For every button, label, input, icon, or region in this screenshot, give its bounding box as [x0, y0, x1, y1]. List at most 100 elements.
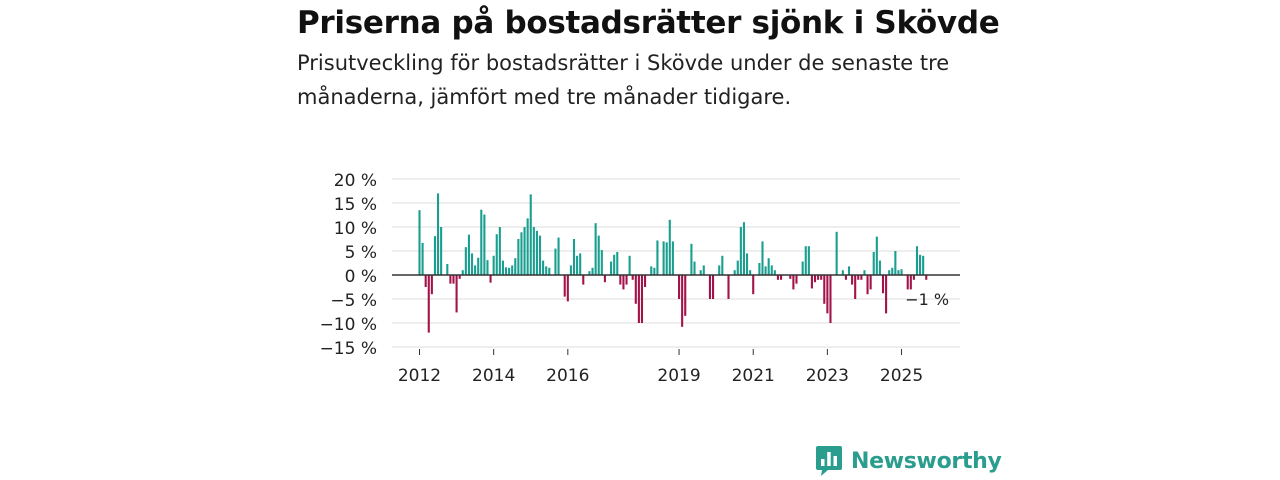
bar	[863, 270, 866, 275]
bar	[891, 267, 894, 275]
bar	[894, 251, 897, 275]
bar	[835, 231, 838, 275]
bar	[613, 254, 616, 275]
x-tick-label: 2023	[806, 366, 849, 386]
bar	[922, 255, 925, 275]
bar	[504, 267, 508, 275]
bar	[603, 275, 606, 283]
bar	[653, 267, 656, 275]
bar	[736, 260, 739, 275]
bar	[854, 275, 857, 299]
y-tick-label: 10 %	[334, 219, 377, 239]
bar	[789, 275, 792, 279]
header: Priserna på bostadsrätter sjönk i Skövde…	[297, 4, 1017, 114]
bar	[708, 275, 712, 299]
bar	[847, 266, 851, 275]
bar	[477, 257, 480, 275]
bar	[752, 275, 755, 295]
x-tick-label: 2012	[398, 366, 441, 386]
bar	[582, 275, 585, 285]
x-tick-label: 2019	[657, 366, 700, 386]
bar	[851, 275, 854, 285]
bar	[520, 232, 523, 275]
bar	[430, 275, 433, 295]
bar	[745, 253, 749, 275]
bar	[925, 275, 928, 280]
bar	[761, 241, 764, 275]
bar	[844, 275, 847, 280]
bar	[489, 275, 492, 283]
bar	[569, 265, 572, 275]
bar	[634, 275, 637, 304]
bar	[492, 255, 495, 275]
bar	[718, 265, 721, 275]
bar	[436, 193, 440, 275]
bar	[739, 227, 742, 275]
bar	[826, 275, 829, 314]
bar	[906, 275, 909, 290]
bar	[804, 246, 807, 275]
bar	[446, 263, 449, 275]
bar	[554, 248, 557, 275]
bar	[662, 241, 665, 275]
bar	[523, 227, 526, 275]
bar	[594, 223, 597, 275]
bar	[591, 267, 594, 275]
bar	[440, 227, 443, 275]
bar	[749, 270, 752, 275]
bar	[912, 275, 915, 280]
bar	[464, 247, 467, 275]
y-tick-label: 0 %	[345, 267, 377, 287]
bar	[767, 258, 770, 275]
bar	[702, 265, 705, 275]
bar	[424, 275, 427, 287]
bar	[810, 275, 813, 289]
bar	[813, 275, 817, 283]
bar	[721, 255, 724, 275]
bar	[644, 275, 647, 287]
bar	[610, 261, 613, 275]
bar	[820, 275, 823, 280]
x-tick-label: 2025	[880, 366, 923, 386]
bar	[427, 275, 430, 333]
bar	[600, 250, 603, 275]
bar	[727, 275, 730, 299]
bar	[467, 234, 470, 275]
bar	[919, 254, 922, 275]
bar	[458, 275, 461, 279]
bar	[900, 269, 903, 275]
bar	[792, 275, 795, 290]
bar	[501, 260, 504, 275]
bar	[640, 275, 644, 323]
y-tick-label: −5 %	[330, 291, 377, 311]
bar	[857, 275, 860, 280]
bar	[678, 275, 681, 299]
bar	[517, 239, 520, 275]
bar	[480, 209, 483, 275]
bar	[878, 260, 881, 275]
bar	[888, 270, 891, 275]
bar	[668, 219, 671, 275]
bar	[699, 270, 702, 275]
chart-subtitle: Prisutveckling för bostadsrätter i Skövd…	[297, 51, 950, 109]
bar	[588, 271, 591, 275]
y-tick-label: −15 %	[320, 339, 377, 359]
last-value-label: −1 %	[905, 290, 949, 309]
bar	[684, 275, 687, 316]
chart-title: Priserna på bostadsrätter sjönk i Skövde	[297, 5, 1000, 41]
bar	[532, 227, 535, 275]
bar	[449, 275, 452, 284]
bar	[495, 234, 498, 275]
y-tick-label: 15 %	[334, 195, 377, 215]
bar	[881, 275, 885, 294]
bar	[742, 222, 745, 275]
bar	[535, 230, 538, 275]
bar	[776, 275, 779, 280]
bar	[872, 251, 875, 275]
bar	[474, 265, 477, 275]
bar	[545, 266, 548, 275]
bar	[869, 275, 872, 290]
bar	[433, 236, 436, 275]
bar	[779, 275, 783, 280]
bar	[817, 275, 820, 280]
